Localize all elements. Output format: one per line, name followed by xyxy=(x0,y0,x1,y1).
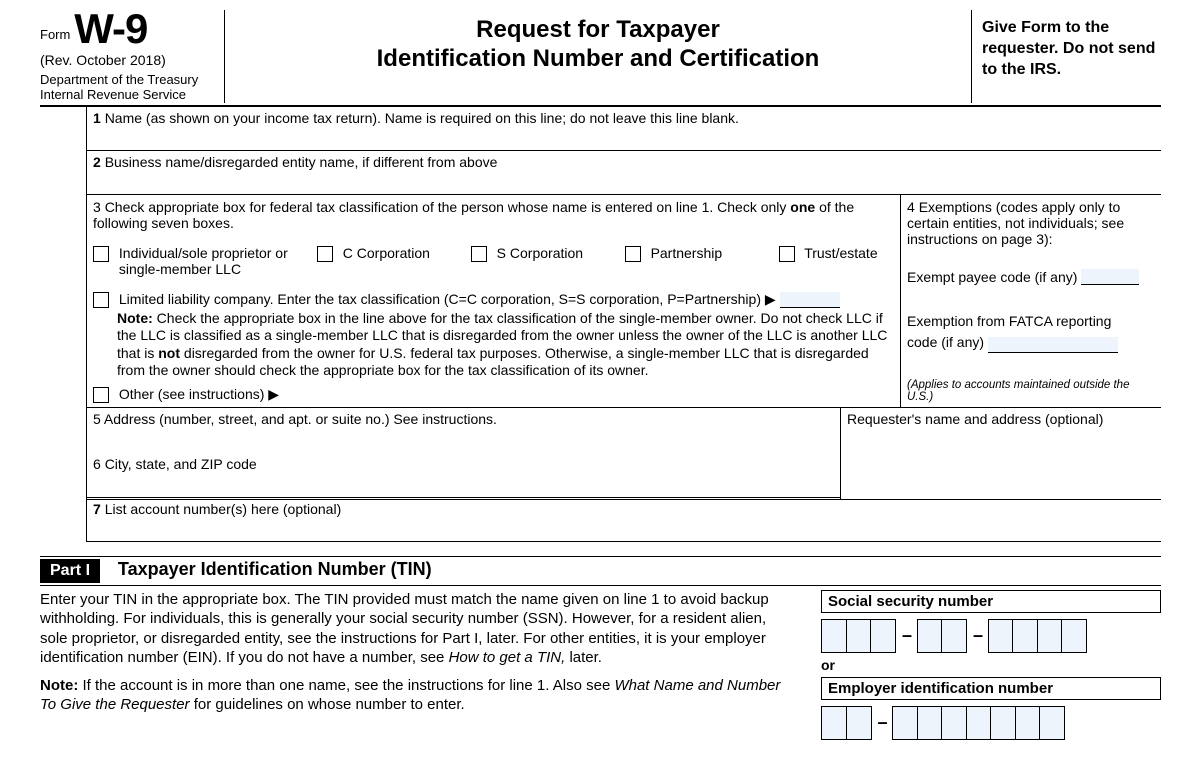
part1-text: Enter your TIN in the appropriate box. T… xyxy=(40,590,821,740)
applies-note: (Applies to accounts maintained outside … xyxy=(907,379,1155,403)
checkbox-other[interactable] xyxy=(93,387,109,403)
department: Department of the Treasury Internal Reve… xyxy=(40,72,216,103)
class-trust: Trust/estate xyxy=(804,245,877,261)
line2-business[interactable]: 2 Business name/disregarded entity name,… xyxy=(86,151,1161,195)
header-left: Form W-9 (Rev. October 2018) Department … xyxy=(40,10,225,103)
line4-label: Exemptions (codes apply only to certain … xyxy=(907,199,1124,247)
fatca-label-1: Exemption from FATCA reporting xyxy=(907,313,1111,329)
note-not: not xyxy=(158,345,180,361)
line2-label: Business name/disregarded entity name, i… xyxy=(105,154,498,170)
dept-line1: Department of the Treasury xyxy=(40,72,198,87)
form-header: Form W-9 (Rev. October 2018) Department … xyxy=(40,10,1161,107)
line1-label: Name (as shown on your income tax return… xyxy=(105,110,739,126)
part1-howto: How to get a TIN, xyxy=(449,649,566,666)
class-individual-2: single-member LLC xyxy=(119,261,241,277)
ssn-label: Social security number xyxy=(821,590,1161,613)
main-form: 1 Name (as shown on your income tax retu… xyxy=(86,107,1161,542)
class-individual-1: Individual/sole proprietor or xyxy=(119,245,288,261)
checkbox-trust[interactable] xyxy=(779,246,795,262)
fatca-input[interactable] xyxy=(988,337,1118,353)
line3-label-a: Check appropriate box for federal tax cl… xyxy=(105,199,791,215)
fatca-label-2: code (if any) xyxy=(907,334,984,350)
class-scorp: S Corporation xyxy=(497,245,583,261)
exempt-payee-input[interactable] xyxy=(1081,269,1139,285)
line6-city[interactable]: 6 City, state, and ZIP code xyxy=(87,453,840,498)
give-instructions: Give Form to the requester. Do not send … xyxy=(971,10,1161,103)
ein-boxes[interactable]: – xyxy=(821,706,1161,740)
checkbox-individual[interactable] xyxy=(93,246,109,262)
class-other: Other (see instructions) ▶ xyxy=(119,386,279,402)
line6-label: City, state, and ZIP code xyxy=(105,456,257,472)
note-label: Note: xyxy=(117,310,153,326)
line6-number: 6 xyxy=(93,456,101,472)
ein-label: Employer identification number xyxy=(821,677,1161,700)
class-ccorp: C Corporation xyxy=(343,245,430,261)
revision: (Rev. October 2018) xyxy=(40,52,216,68)
part1-later1: later. xyxy=(565,649,602,666)
checkbox-ccorp[interactable] xyxy=(317,246,333,262)
line1-name[interactable]: 1 Name (as shown on your income tax retu… xyxy=(86,107,1161,151)
or-label: or xyxy=(821,657,1161,673)
llc-class-input[interactable] xyxy=(780,292,840,308)
checkbox-scorp[interactable] xyxy=(471,246,487,262)
checkbox-partnership[interactable] xyxy=(625,246,641,262)
line7-number: 7 xyxy=(93,501,101,517)
class-partnership: Partnership xyxy=(651,245,723,261)
line1-number: 1 xyxy=(93,110,101,126)
part1-body: Enter your TIN in the appropriate box. T… xyxy=(40,590,1161,740)
form-word: Form xyxy=(40,27,70,42)
line3-one: one xyxy=(790,199,815,215)
line4-number: 4 xyxy=(907,199,915,215)
part1-right: Social security number – – or Employer i… xyxy=(821,590,1161,740)
part1-text3: for guidelines on whose number to enter. xyxy=(190,696,465,713)
title-line2: Identification Number and Certification xyxy=(377,45,820,72)
class-llc: Limited liability company. Enter the tax… xyxy=(119,291,776,307)
line2-number: 2 xyxy=(93,154,101,170)
part1-header: Part I Taxpayer Identification Number (T… xyxy=(40,556,1161,586)
line3-4-wrap: 3 Check appropriate box for federal tax … xyxy=(86,195,1161,408)
form-title: Request for Taxpayer Identification Numb… xyxy=(225,10,971,103)
line3-number: 3 xyxy=(93,199,101,215)
part1-text1: Enter your TIN in the appropriate box. T… xyxy=(40,591,769,667)
part1-label: Part I xyxy=(40,559,100,583)
note-text-2: disregarded from the owner for U.S. fede… xyxy=(117,345,869,379)
part1-text2: If the account is in more than one name,… xyxy=(78,677,614,694)
line3-classification: 3 Check appropriate box for federal tax … xyxy=(87,195,901,407)
line7-label: List account number(s) here (optional) xyxy=(105,501,342,517)
checkbox-llc[interactable] xyxy=(93,292,109,308)
form-name: W-9 xyxy=(74,10,147,48)
line7-accounts[interactable]: 7 List account number(s) here (optional) xyxy=(86,498,1161,542)
exempt-payee-label: Exempt payee code (if any) xyxy=(907,269,1077,285)
title-line1: Request for Taxpayer xyxy=(476,16,720,43)
part1-title: Taxpayer Identification Number (TIN) xyxy=(118,559,432,579)
line4-exemptions: 4 Exemptions (codes apply only to certai… xyxy=(901,195,1161,407)
dept-line2: Internal Revenue Service xyxy=(40,87,186,102)
ssn-boxes[interactable]: – – xyxy=(821,619,1161,653)
part1-note-label: Note: xyxy=(40,677,78,694)
